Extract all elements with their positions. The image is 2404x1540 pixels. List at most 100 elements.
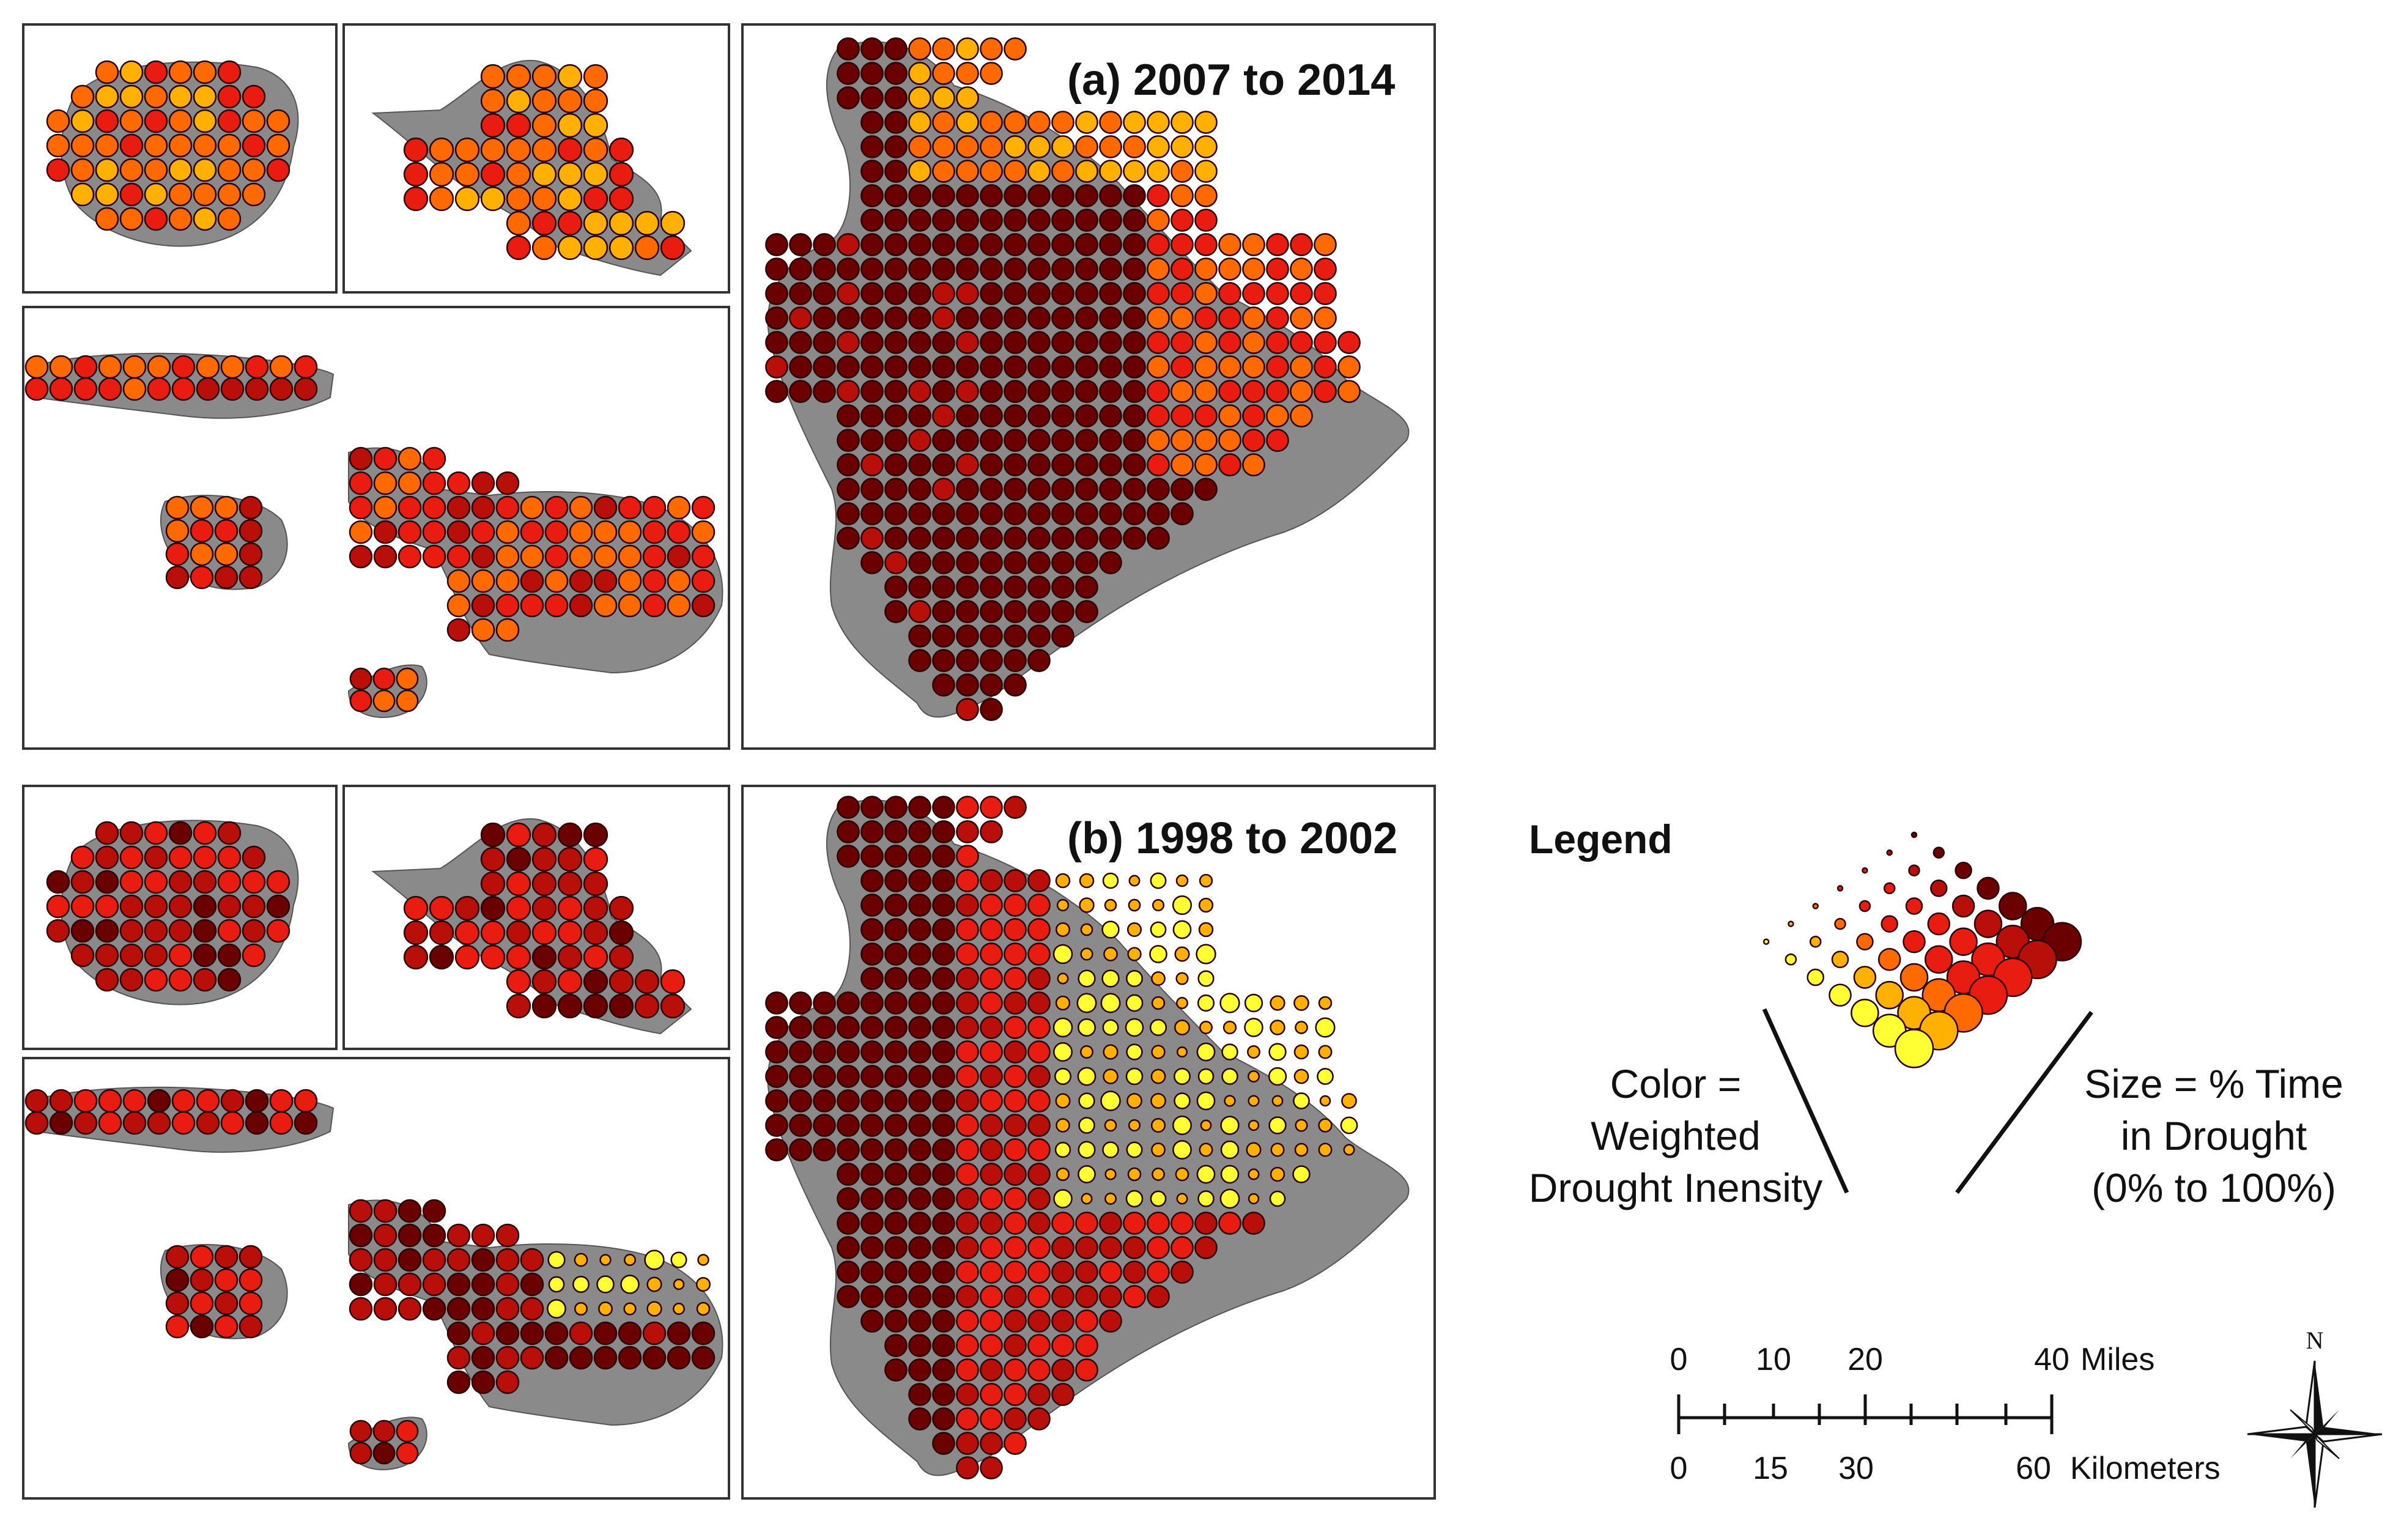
panel-a-dots-oahu-dot bbox=[557, 113, 583, 138]
panel-a-dots-big-island-dot bbox=[789, 233, 812, 256]
panel-b-dots-molokai-dot bbox=[171, 1111, 196, 1135]
panel-b-dots-kauai-dot bbox=[217, 894, 242, 919]
panel-a-dots-big-island-dot bbox=[932, 576, 955, 599]
panel-b-dots-big-island-dot bbox=[932, 845, 955, 868]
panel-b-dots-big-island-dot bbox=[860, 1163, 884, 1186]
panel-b-dots-big-island-dot bbox=[1175, 874, 1189, 887]
panel-a-dots-big-island-dot bbox=[837, 404, 860, 428]
panel-b-dots-big-island-dot bbox=[908, 942, 931, 966]
panel-b-dots-big-island-dot bbox=[908, 1358, 931, 1382]
panel-b-dots-maui-dot bbox=[495, 1223, 520, 1248]
panel-b-dots-maui-dot bbox=[697, 1254, 709, 1266]
panel-a-dots-big-island-dot bbox=[1099, 355, 1122, 379]
panel-a-dots-big-island-dot bbox=[1147, 429, 1170, 452]
panel-a-dots-big-island-dot bbox=[1051, 135, 1074, 158]
panel-a-dots-big-island-dot bbox=[1266, 331, 1289, 354]
panel-a-dots-oahu-dot bbox=[506, 186, 531, 212]
panel-a-dots-oahu-dot bbox=[557, 210, 583, 236]
panel-b-dots-big-island-dot bbox=[1222, 1020, 1237, 1035]
panel-b-dots-big-island-dot bbox=[1051, 1285, 1074, 1308]
panel-a-dots-big-island-dot bbox=[860, 184, 884, 207]
panel-b-dots-big-island-dot bbox=[908, 1089, 931, 1112]
panel-b-dots-big-island-dot bbox=[980, 1261, 1003, 1284]
panel-a-dots-big-island-dot bbox=[860, 429, 884, 452]
panel-a-dots-big-island-dot bbox=[908, 355, 931, 379]
panel-a-dots-big-island-dot bbox=[932, 600, 955, 623]
panel-a-dots-big-island-dot bbox=[956, 649, 979, 672]
panel-b-dots-big-island-dot bbox=[1103, 1044, 1119, 1060]
panel-b-dots-molokai-dot bbox=[147, 1111, 171, 1135]
panel-b-dots-big-island-dot bbox=[884, 869, 908, 892]
panel-b-dots-maui-dot bbox=[422, 1297, 446, 1321]
panel-b-dots-maui-dot bbox=[446, 1370, 471, 1394]
panel-b-dots-kauai-dot bbox=[46, 870, 70, 894]
legend-sample-dot bbox=[1930, 879, 1948, 897]
panel-b-dots-kauai-dot bbox=[144, 968, 168, 992]
panel-b-dots-oahu-dot bbox=[531, 846, 557, 872]
panel-b-dots-big-island-dot bbox=[1199, 1142, 1213, 1157]
panel-a-dots-big-island-dot bbox=[1147, 233, 1170, 256]
panel-b-dots-big-island-dot bbox=[1197, 994, 1215, 1012]
panel-a-dots-big-island-dot bbox=[980, 257, 1003, 281]
panel-a-dots-big-island-dot bbox=[1194, 282, 1218, 305]
panel-a-dots-lanai-dot bbox=[239, 565, 263, 590]
panel-a-dots-maui-dot bbox=[422, 520, 446, 544]
panel-a-dots-kauai-dot bbox=[70, 182, 95, 207]
panel-b-dots-maui-dot bbox=[398, 1223, 422, 1248]
panel-b-dots-kauai-dot bbox=[144, 845, 168, 870]
panel-b-dots-kauai-dot bbox=[119, 968, 144, 992]
panel-b-dots-big-island-dot bbox=[837, 1016, 860, 1039]
panel-b-dots-big-island-dot bbox=[1293, 995, 1309, 1011]
panel-a-dots-big-island-dot bbox=[956, 331, 979, 354]
panel-a-dots-big-island-dot bbox=[884, 62, 908, 85]
panel-a-dots-maui-dot bbox=[398, 446, 422, 471]
panel-a-dots-big-island-dot bbox=[1147, 306, 1170, 330]
panel-a-dots-big-island-dot bbox=[908, 624, 931, 648]
panel-b-dots-big-island-dot bbox=[837, 1089, 860, 1112]
panel-a-dots-big-island-dot bbox=[837, 306, 860, 330]
panel-b-dots-big-island-dot bbox=[884, 1040, 908, 1064]
panel-a-dots-maui-dot bbox=[471, 495, 495, 520]
panel-a-dots-big-island-dot bbox=[1051, 257, 1074, 281]
panel-b-dots-big-island-dot bbox=[956, 1358, 979, 1382]
panel-b-dots-kauai-dot bbox=[144, 894, 168, 919]
panel-a-dots-kauai bbox=[46, 60, 290, 231]
panel-a-dots-big-island-dot bbox=[1099, 184, 1122, 207]
panel-b-dots-molokai-dot bbox=[220, 1089, 245, 1113]
panel-b-dots-big-island-dot bbox=[837, 991, 860, 1015]
panel-b-dots-big-island-dot bbox=[860, 1309, 884, 1333]
panel-a-dots-big-island-dot bbox=[1194, 404, 1218, 428]
panel-b-dots-big-island-dot bbox=[908, 1212, 931, 1235]
panel-a-dots-big-island-dot bbox=[860, 282, 884, 305]
panel-b-dots-kahoolawe-dot bbox=[372, 1420, 396, 1443]
panel-a-dots-big-island-dot bbox=[860, 453, 884, 476]
panel-b-dots-big-island-dot bbox=[932, 894, 955, 917]
panel-b-dots-big-island-dot bbox=[1051, 1236, 1074, 1259]
panel-a-dots-big-island-dot bbox=[1004, 576, 1027, 599]
panel-b-dots-kahoolawe-dot bbox=[396, 1442, 419, 1465]
panel-a-dots-big-island-dot bbox=[1004, 37, 1027, 61]
panel-b-dots-big-island-dot bbox=[884, 796, 908, 819]
panel-b-dots-oahu-dot bbox=[506, 846, 531, 872]
panel-a-dots-molokai-dot bbox=[122, 377, 147, 401]
panel-a-dots-big-island-dot bbox=[884, 429, 908, 452]
panel-b-dots-big-island-dot bbox=[1051, 1358, 1074, 1382]
panel-a-dots-kauai-dot bbox=[266, 109, 290, 133]
panel-b-dots-big-island-dot bbox=[1219, 1188, 1240, 1209]
panel-b-dots-big-island-dot bbox=[1027, 1236, 1051, 1259]
panel-b-dots-maui-dot bbox=[667, 1321, 691, 1346]
panel-b-dots-big-island-dot bbox=[932, 1236, 955, 1259]
panel-b-dots-big-island-dot bbox=[1150, 1093, 1166, 1109]
panel-b-dots-big-island-dot bbox=[1197, 970, 1215, 987]
panel-a-dots-big-island-dot bbox=[813, 306, 836, 330]
panel-b-dots-big-island-dot bbox=[932, 1212, 955, 1235]
panel-a-dots-big-island-dot bbox=[837, 429, 860, 452]
panel-b-dots-big-island-dot bbox=[908, 991, 931, 1015]
panel-b-dots-kauai-dot bbox=[70, 870, 95, 894]
panel-b-dots-big-island-dot bbox=[980, 1432, 1003, 1455]
panel-b-dots-kauai-dot bbox=[266, 870, 290, 894]
legend-sample-dot bbox=[1877, 948, 1901, 971]
panel-a-dots-big-island-dot bbox=[932, 306, 955, 330]
panel-b-dots-kauai-dot bbox=[168, 821, 193, 845]
panel-b-dots-kauai-dot bbox=[119, 845, 144, 870]
